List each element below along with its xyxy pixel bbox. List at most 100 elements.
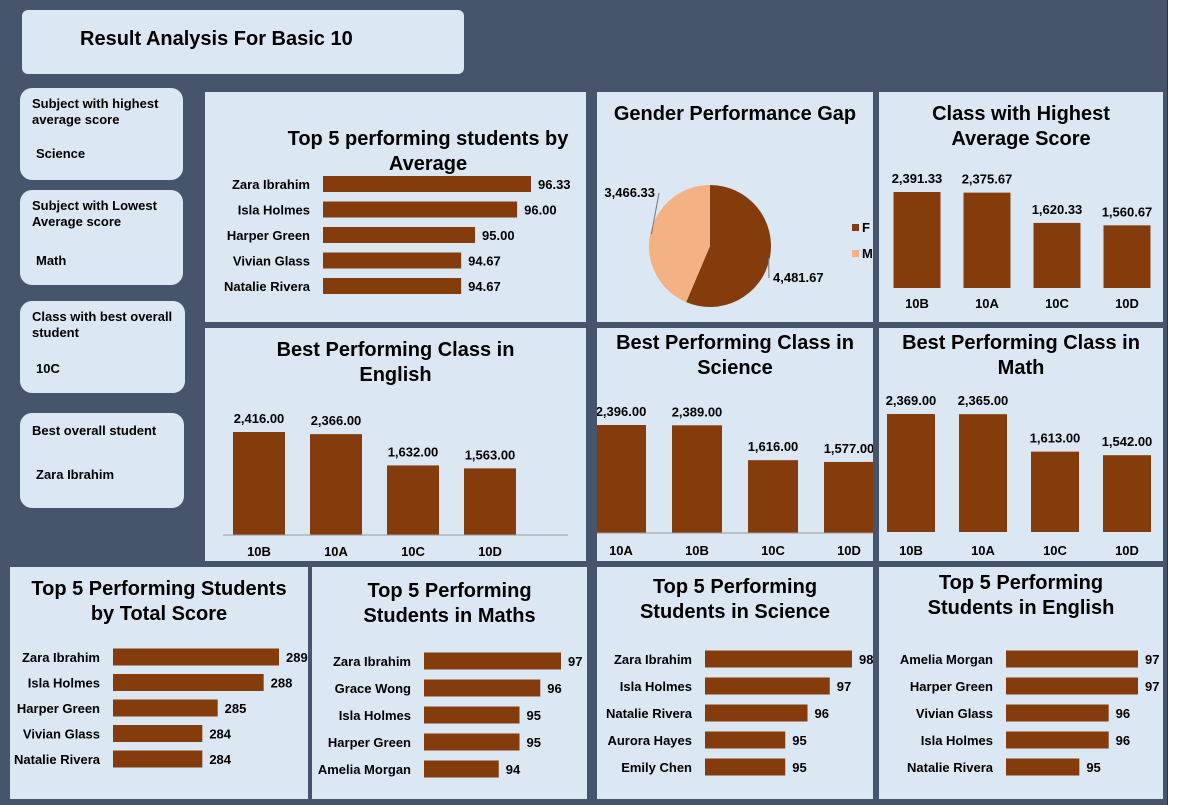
bar bbox=[424, 733, 520, 751]
data-label: 97 bbox=[1145, 679, 1159, 694]
category-label: Vivian Glass bbox=[916, 706, 993, 721]
category-label: Isla Holmes bbox=[921, 733, 993, 748]
data-label: 98 bbox=[859, 652, 873, 667]
bar bbox=[113, 725, 203, 742]
class-english-panel: Best Performing Class in English 2,416.0… bbox=[205, 328, 586, 561]
data-label: 94.67 bbox=[468, 279, 501, 294]
bar bbox=[748, 460, 798, 533]
kpi-value: Zara Ibrahim bbox=[36, 467, 115, 482]
category-label: 10D bbox=[478, 544, 502, 559]
data-label: 1,632.00 bbox=[388, 444, 439, 459]
category-label: Natalie Rivera bbox=[907, 760, 994, 775]
bar bbox=[672, 425, 722, 533]
dashboard-title-box: Result Analysis For Basic 10 bbox=[22, 10, 464, 74]
bar bbox=[1006, 704, 1109, 722]
data-label: 96.33 bbox=[538, 177, 571, 192]
data-label: 1,613.00 bbox=[1030, 431, 1081, 446]
gender-gap-panel: Gender Performance Gap 4,481.67 3,466.33 F… bbox=[597, 92, 873, 322]
data-label: 3,466.33 bbox=[604, 185, 655, 200]
category-label: Harper Green bbox=[17, 701, 100, 716]
top5-maths-panel: Top 5 Performing Students in Maths Zara … bbox=[312, 567, 587, 799]
bar bbox=[233, 432, 285, 535]
data-label: 284 bbox=[209, 727, 231, 742]
dashboard: Result Analysis For Basic 10 Subject wit… bbox=[0, 0, 1168, 805]
class-science-panel: Best Performing Class in Science 2,396.0… bbox=[597, 328, 873, 561]
data-label: 2,391.33 bbox=[892, 171, 943, 186]
category-label: Vivian Glass bbox=[233, 254, 310, 269]
category-label: Aurora Hayes bbox=[607, 733, 692, 748]
data-label: 95 bbox=[527, 708, 541, 723]
legend-swatch bbox=[852, 224, 859, 231]
top5-average-chart: Zara Ibrahim 96.33 Isla Holmes 96.00 Harper … bbox=[224, 176, 571, 294]
category-label: Isla Holmes bbox=[339, 708, 411, 723]
bar bbox=[1006, 758, 1080, 776]
top5-maths-title: Top 5 Performing Students in Maths bbox=[363, 580, 536, 627]
data-label: 1,577.00 bbox=[824, 441, 873, 456]
data-label: 285 bbox=[225, 701, 247, 716]
category-label: Amelia Morgan bbox=[318, 762, 411, 777]
bar bbox=[1006, 650, 1138, 668]
category-label: 10A bbox=[971, 543, 995, 558]
class-english-chart: 2,416.00 10B 2,366.00 10A 1,632.00 10C 1,563.0… bbox=[223, 411, 568, 559]
category-label: Zara Ibrahim bbox=[22, 650, 100, 665]
category-label: Isla Holmes bbox=[28, 676, 100, 691]
kpi-lowest-subject: Subject with Lowest Average score Math bbox=[20, 190, 183, 285]
bar bbox=[310, 434, 362, 535]
legend-label: M bbox=[862, 246, 873, 261]
kpi-best-student: Best overall student Zara Ibrahim bbox=[20, 413, 184, 508]
top5-total-panel: Top 5 Performing Students by Total Score… bbox=[10, 567, 308, 799]
data-label: 2,369.00 bbox=[886, 393, 937, 408]
bar bbox=[323, 227, 476, 243]
top5-average-panel: Top 5 performing students by Average Zar… bbox=[205, 92, 586, 322]
bar bbox=[323, 278, 462, 294]
pie-slice bbox=[686, 185, 771, 307]
category-label: 10D bbox=[1115, 543, 1139, 558]
bar bbox=[113, 750, 203, 768]
bar bbox=[1103, 225, 1151, 288]
data-label: 95.00 bbox=[482, 228, 515, 243]
data-label: 95 bbox=[792, 733, 806, 748]
bar bbox=[824, 461, 873, 533]
data-label: 1,560.67 bbox=[1102, 204, 1153, 219]
bar bbox=[1103, 455, 1151, 532]
data-label: 288 bbox=[271, 676, 293, 691]
gender-gap-title: Gender Performance Gap bbox=[613, 103, 857, 125]
bar bbox=[113, 699, 218, 717]
bar bbox=[323, 176, 531, 192]
category-label: 10D bbox=[837, 543, 861, 558]
bar bbox=[1033, 222, 1081, 288]
bar bbox=[424, 706, 520, 724]
data-label: 2,366.00 bbox=[311, 413, 362, 428]
bar bbox=[424, 652, 561, 670]
category-label: Amelia Morgan bbox=[900, 652, 993, 667]
data-label: 4,481.67 bbox=[773, 270, 824, 285]
bar bbox=[887, 414, 935, 532]
class-average-chart: 2,391.33 10B 2,375.67 10A 1,620.33 10C 1,560.6… bbox=[892, 171, 1153, 311]
bar bbox=[424, 679, 541, 697]
category-label: 10B bbox=[899, 543, 923, 558]
top5-total-title: Top 5 Performing Students by Total Score bbox=[31, 578, 287, 625]
category-label: Isla Holmes bbox=[620, 679, 692, 694]
category-label: Zara Ibrahim bbox=[614, 652, 692, 667]
top5-english-chart: Amelia Morgan 97 Harper Green 97 Vivian Glas… bbox=[900, 650, 1159, 776]
data-label: 94.67 bbox=[468, 254, 501, 269]
bar bbox=[387, 465, 439, 535]
data-label: 96 bbox=[815, 706, 829, 721]
category-label: Isla Holmes bbox=[238, 203, 310, 218]
category-label: 10C bbox=[401, 544, 425, 559]
bar bbox=[1031, 451, 1079, 532]
kpi-label: Subject with highest average score bbox=[32, 96, 159, 127]
bar bbox=[705, 758, 786, 776]
class-average-panel: Class with Highest Average Score 2,391.3… bbox=[879, 92, 1163, 322]
legend-swatch bbox=[852, 250, 859, 257]
category-label: Zara Ibrahim bbox=[333, 654, 411, 669]
category-label: 10C bbox=[761, 543, 785, 558]
data-label: 284 bbox=[209, 752, 231, 767]
bar bbox=[597, 425, 646, 533]
category-label: 10A bbox=[324, 544, 348, 559]
category-label: 10D bbox=[1115, 296, 1139, 311]
bar bbox=[464, 468, 516, 535]
data-label: 95 bbox=[1086, 760, 1100, 775]
bar bbox=[893, 192, 941, 288]
bar bbox=[1006, 677, 1138, 695]
